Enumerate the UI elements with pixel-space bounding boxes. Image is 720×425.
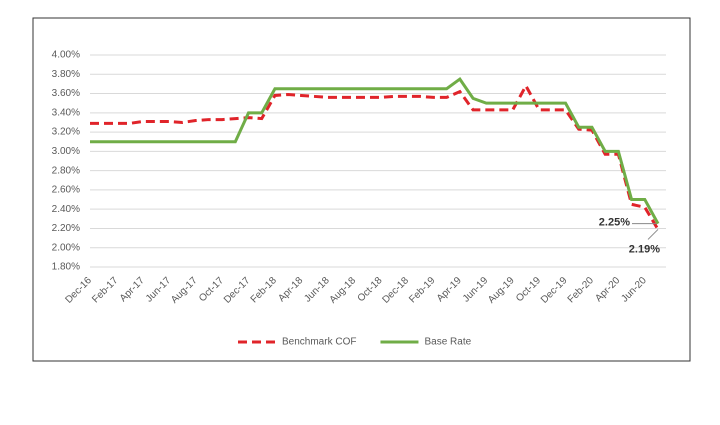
y-tick-label: 3.60% bbox=[52, 88, 80, 99]
series-line bbox=[90, 82, 660, 231]
label-leader bbox=[647, 229, 659, 240]
data-label: 2.19% bbox=[629, 243, 660, 255]
y-tick-label: 1.80% bbox=[52, 262, 80, 273]
y-tick-label: 2.20% bbox=[52, 223, 80, 234]
legend-label: Benchmark COF bbox=[282, 337, 356, 348]
y-tick-label: 3.40% bbox=[52, 107, 80, 118]
legend-label: Base Rate bbox=[424, 337, 471, 348]
y-tick-label: 2.60% bbox=[52, 185, 80, 196]
data-label: 2.25% bbox=[599, 217, 630, 229]
y-tick-label: 2.00% bbox=[52, 242, 80, 253]
y-tick-label: 2.80% bbox=[52, 165, 80, 176]
series-line bbox=[90, 76, 660, 225]
y-tick-label: 3.00% bbox=[52, 146, 80, 157]
y-tick-label: 2.40% bbox=[52, 204, 80, 215]
y-tick-label: 3.80% bbox=[52, 69, 80, 80]
y-tick-label: 3.20% bbox=[52, 127, 80, 138]
y-tick-label: 4.00% bbox=[52, 50, 80, 61]
